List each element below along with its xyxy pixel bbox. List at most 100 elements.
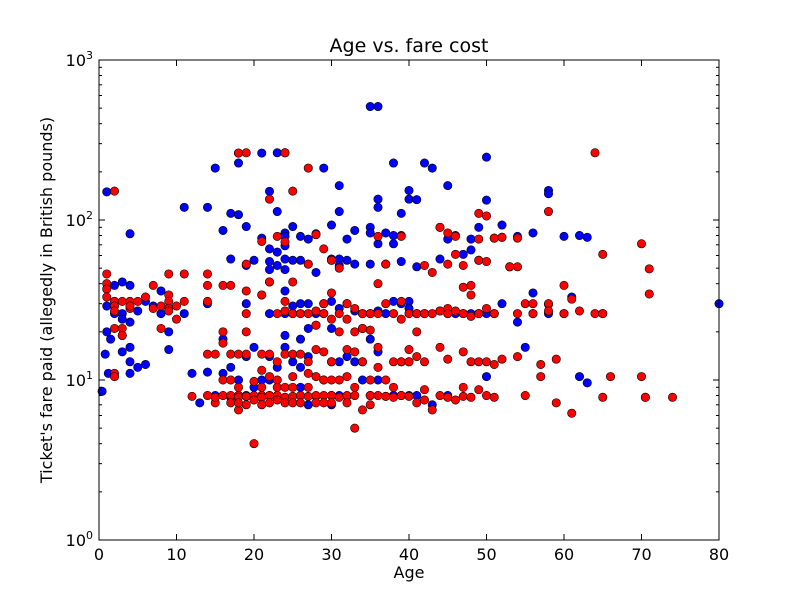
data-point xyxy=(195,398,205,408)
data-point xyxy=(110,306,120,316)
data-point xyxy=(381,228,391,238)
data-point xyxy=(481,372,491,382)
data-point xyxy=(543,306,553,316)
data-point xyxy=(280,330,290,340)
data-point xyxy=(357,323,367,333)
data-point xyxy=(241,222,251,232)
data-point xyxy=(288,277,298,287)
data-point xyxy=(210,392,220,402)
data-point xyxy=(640,392,650,402)
data-point xyxy=(102,327,112,337)
data-point xyxy=(241,259,251,269)
data-point xyxy=(125,280,135,290)
data-point xyxy=(241,299,251,309)
data-point xyxy=(288,357,298,367)
data-point xyxy=(373,194,383,204)
data-point xyxy=(249,376,259,386)
data-point xyxy=(326,375,336,385)
data-point xyxy=(443,181,453,191)
data-point xyxy=(357,405,367,415)
data-point xyxy=(226,349,236,359)
data-point xyxy=(125,229,135,239)
data-point xyxy=(203,391,213,401)
data-point xyxy=(311,398,321,408)
data-point xyxy=(381,259,391,269)
data-point xyxy=(396,357,406,367)
data-point xyxy=(512,262,522,272)
data-point xyxy=(357,309,367,319)
data-point xyxy=(419,357,429,367)
data-point xyxy=(466,357,476,367)
data-point xyxy=(551,398,561,408)
data-point xyxy=(311,267,321,277)
data-point xyxy=(303,368,313,378)
data-point xyxy=(326,288,336,298)
data-point xyxy=(272,247,282,257)
tick-labels-layer: 0 10 20 30 40 50 60 70 80 100 101 102 103 xyxy=(66,49,730,564)
data-point xyxy=(288,382,298,392)
data-point xyxy=(559,309,569,319)
data-point xyxy=(466,245,476,255)
data-point xyxy=(412,398,422,408)
data-point xyxy=(326,323,336,333)
data-point xyxy=(396,208,406,218)
data-point xyxy=(172,314,182,324)
data-point xyxy=(388,382,398,392)
x-tick-label: 80 xyxy=(709,545,729,564)
data-point xyxy=(474,357,484,367)
data-point xyxy=(466,290,476,300)
data-point xyxy=(481,357,491,367)
series-1 xyxy=(102,148,677,449)
data-point xyxy=(559,280,569,290)
data-point xyxy=(288,301,298,311)
data-point xyxy=(512,309,522,319)
data-point xyxy=(505,262,515,272)
data-point xyxy=(435,391,445,401)
data-point xyxy=(141,292,151,302)
data-point xyxy=(280,286,290,296)
data-point xyxy=(280,306,290,316)
data-point xyxy=(234,398,244,408)
data-point xyxy=(326,255,336,265)
data-point xyxy=(218,225,228,235)
data-point xyxy=(226,208,236,218)
data-point xyxy=(443,259,453,269)
data-point xyxy=(404,345,414,355)
data-point xyxy=(280,237,290,247)
data-point xyxy=(435,342,445,352)
data-point xyxy=(303,259,313,269)
data-point xyxy=(388,392,398,402)
data-point xyxy=(365,259,375,269)
data-point xyxy=(110,323,120,333)
data-point xyxy=(295,309,305,319)
data-point xyxy=(303,309,313,319)
data-point xyxy=(264,265,274,275)
data-point xyxy=(598,309,608,319)
data-point xyxy=(350,357,360,367)
data-point xyxy=(574,372,584,382)
data-point xyxy=(295,231,305,241)
data-point xyxy=(280,382,290,392)
data-point xyxy=(536,359,546,369)
data-point xyxy=(117,330,127,340)
data-point xyxy=(226,280,236,290)
data-point xyxy=(481,257,491,267)
data-point xyxy=(427,309,437,319)
data-point xyxy=(481,195,491,205)
data-point xyxy=(117,347,127,357)
data-point xyxy=(234,148,244,158)
data-point xyxy=(203,280,213,290)
data-point xyxy=(458,309,468,319)
data-point xyxy=(350,423,360,433)
data-point xyxy=(458,347,468,357)
data-point xyxy=(342,314,352,324)
data-point xyxy=(280,398,290,408)
data-point xyxy=(164,327,174,337)
data-point xyxy=(412,195,422,205)
x-tick-label: 0 xyxy=(94,545,104,564)
data-point xyxy=(264,244,274,254)
data-point xyxy=(226,362,236,372)
data-point xyxy=(489,309,499,319)
data-point xyxy=(203,269,213,279)
